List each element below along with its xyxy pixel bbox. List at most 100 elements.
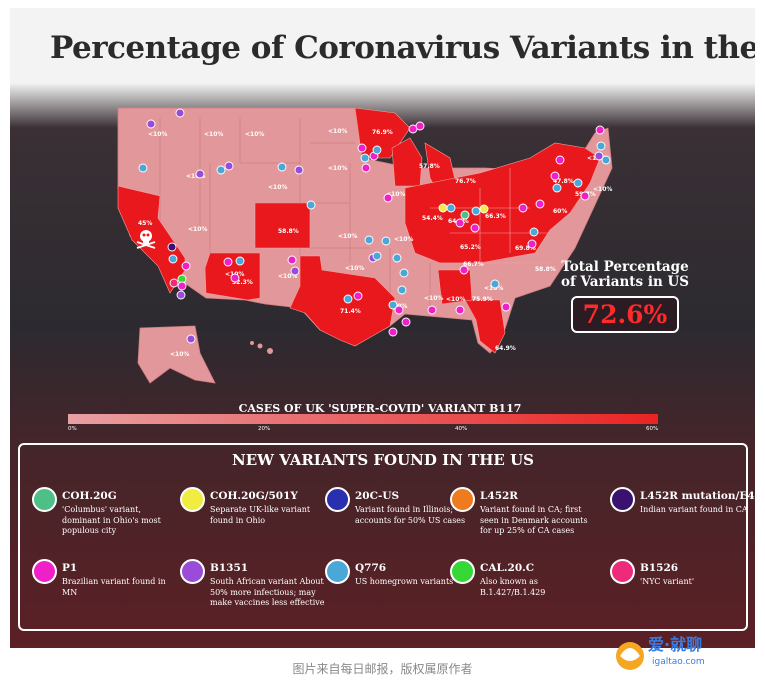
variant-description: South African variant About 50% more inf…: [210, 577, 325, 607]
variant-marker: [176, 290, 186, 300]
variant-marker: [552, 183, 562, 193]
state-colorado: [254, 202, 311, 249]
variant-marker: [175, 108, 185, 118]
state-percentage-label: <10%: [484, 285, 503, 292]
variant-marker: [381, 236, 391, 246]
variant-name: COH.20G/501Y: [210, 490, 298, 502]
variant-description: Brazilian variant found in MN: [62, 577, 166, 597]
variant-marker: [361, 163, 371, 173]
svg-text:igaltao.com: igaltao.com: [652, 657, 705, 667]
skull-icon: [136, 230, 156, 249]
variant-marker: [306, 200, 316, 210]
variant-marker: [372, 251, 382, 261]
variant-marker: [518, 203, 528, 213]
variant-marker: [401, 317, 411, 327]
us-variant-map: <10%<10%<10% <10% <10%<10%<10%<10%<10%<10%…: [117, 107, 613, 384]
state-percentage-label: 76.9%: [372, 129, 393, 136]
variant-marker: [277, 162, 287, 172]
variant-marker: [394, 305, 404, 315]
variant-marker: [195, 169, 205, 179]
variant-marker: [360, 153, 370, 163]
state-percentage-label: <10%: [204, 131, 223, 138]
variant-description: 'Columbus' variant, dominant in Ohio's m…: [62, 505, 161, 535]
variant-marker: [364, 235, 374, 245]
state-wisconsin: [391, 137, 423, 187]
variant-marker: [550, 171, 560, 181]
total-percentage-panel: Total Percentage of Variants in US 72.6%: [555, 260, 695, 333]
variant-marker: [167, 242, 177, 252]
variant-marker: [353, 291, 363, 301]
state-alaska: [137, 325, 216, 384]
variant-marker: [372, 145, 382, 155]
variant-marker: [146, 119, 156, 129]
variant-marker: [235, 256, 245, 266]
variants-title: NEW VARIANTS FOUND IN THE US: [232, 451, 534, 469]
variant-marker: [455, 218, 465, 228]
variant-color-dot: [325, 559, 350, 584]
state-percentage-label: <10%: [245, 131, 264, 138]
variant-name: P1: [62, 562, 78, 574]
legend-tick: 20%: [258, 426, 271, 432]
state-percentage-label: <10%: [170, 351, 189, 358]
variant-marker: [479, 204, 489, 214]
state-florida: [464, 299, 506, 354]
variant-color-dot: [610, 559, 635, 584]
variant-description: 'NYC variant': [640, 577, 695, 586]
variant-marker: [357, 143, 367, 153]
state-percentage-label: 60%: [553, 208, 567, 215]
variant-marker: [455, 305, 465, 315]
variant-marker: [596, 141, 606, 151]
variant-description: Variant found in CA; first seen in Denma…: [480, 505, 588, 535]
variant-marker: [459, 265, 469, 275]
variant-marker: [177, 281, 187, 291]
state-percentage-label: 75.9%: [472, 296, 493, 303]
state-percentage-label: <10%: [424, 295, 443, 302]
variant-name: B1526: [640, 562, 679, 574]
variant-marker: [186, 334, 196, 344]
state-percentage-label: 65.2%: [460, 244, 481, 251]
variant-name: B1351: [210, 562, 249, 574]
variant-marker: [470, 223, 480, 233]
variant-marker: [471, 206, 481, 216]
variant-marker: [580, 191, 590, 201]
variant-marker: [427, 305, 437, 315]
variant-color-dot: [450, 487, 475, 512]
state-percentage-label: 57.8%: [419, 163, 440, 170]
total-percentage-value: 72.6%: [570, 296, 680, 333]
variants-panel: NEW VARIANTS FOUND IN THE US COH.20G 'Col…: [18, 443, 755, 631]
state-percentage-label: 52.3%: [232, 279, 253, 286]
state-percentage-label: 76.7%: [455, 178, 476, 185]
variant-marker: [230, 273, 240, 283]
variant-description: Variant found in Illinois; accounts for …: [355, 505, 466, 525]
variant-marker: [501, 302, 511, 312]
variant-marker: [555, 155, 565, 165]
state-percentage-label: 71.4%: [340, 308, 361, 315]
legend-color-scale: [68, 414, 658, 424]
state-percentage-label: 45%: [138, 220, 152, 227]
variant-marker: [294, 165, 304, 175]
variant-marker: [529, 227, 539, 237]
variant-name: Q776: [355, 562, 387, 574]
variant-marker: [535, 199, 545, 209]
variant-description: US homegrown variants: [355, 577, 454, 586]
state-percentage-label: <10%: [345, 265, 364, 272]
variant-marker: [181, 261, 191, 271]
variant-name: COH.20G: [62, 490, 117, 502]
variant-name: L452R: [480, 490, 519, 502]
variant-markers: [138, 108, 611, 344]
variant-marker: [223, 257, 233, 267]
variant-marker: [138, 163, 148, 173]
variant-marker: [392, 253, 402, 263]
svg-text:爱·就聊: 爱·就聊: [648, 635, 702, 654]
state-hawaii: [250, 341, 273, 354]
variant-color-dot: [32, 487, 57, 512]
state-percentage-label: <10%: [593, 186, 612, 193]
variant-marker: [490, 279, 500, 289]
variant-marker: [594, 151, 604, 161]
state-percentage-label: 47.8%: [553, 178, 574, 185]
variant-color-dot: [180, 487, 205, 512]
state-percentage-label: 66.7%: [463, 261, 484, 268]
watermark-logo: 爱·就聊 igaltao.com: [616, 635, 705, 670]
state-percentage-label: <10%: [386, 191, 405, 198]
variant-marker: [601, 155, 611, 165]
